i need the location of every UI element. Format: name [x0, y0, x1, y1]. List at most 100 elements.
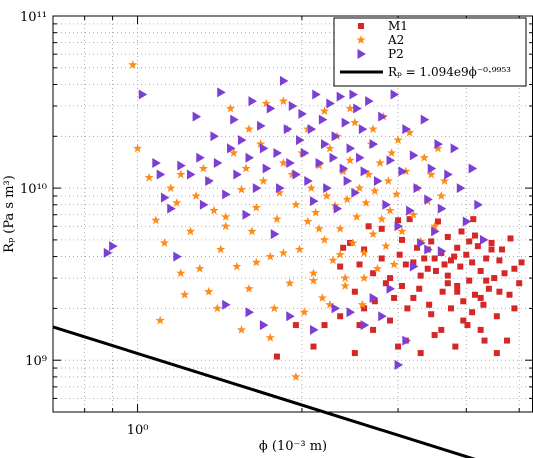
- point-a2: [377, 214, 387, 224]
- point-m1: [321, 322, 328, 329]
- legend-marker-a2: [356, 35, 366, 44]
- tick-labels: 10⁰ 10⁹ 10¹⁰ 10¹¹: [20, 10, 148, 438]
- point-m1: [391, 294, 398, 301]
- point-m1: [402, 261, 409, 268]
- point-a2: [317, 293, 327, 302]
- point-a2: [128, 60, 138, 69]
- point-a2: [285, 278, 295, 288]
- point-p2: [237, 135, 247, 146]
- point-m1: [396, 251, 403, 258]
- point-p2: [296, 135, 305, 146]
- point-a2: [311, 207, 321, 217]
- point-p2: [456, 183, 466, 194]
- point-m1: [337, 263, 344, 270]
- point-p2: [279, 75, 289, 86]
- point-m1: [351, 350, 358, 357]
- x-tick-label: 10⁰: [127, 423, 149, 438]
- point-a2: [261, 98, 271, 108]
- point-m1: [460, 317, 467, 324]
- point-m1: [404, 305, 411, 312]
- point-a2: [278, 158, 288, 167]
- point-a2: [144, 172, 154, 182]
- point-a2: [151, 215, 161, 225]
- legend-marker-m1: [358, 23, 364, 29]
- point-p2: [167, 203, 176, 214]
- point-a2: [352, 212, 362, 221]
- point-a2: [391, 189, 402, 199]
- point-p2: [321, 139, 330, 150]
- point-a2: [405, 127, 415, 137]
- point-a2: [256, 139, 266, 149]
- point-m1: [371, 298, 378, 305]
- point-p2: [450, 143, 460, 154]
- point-a2: [244, 283, 254, 293]
- point-a2: [381, 241, 391, 251]
- point-m1: [310, 343, 317, 350]
- fit-layer: [52, 325, 476, 458]
- point-p2: [358, 124, 368, 135]
- point-m1: [365, 223, 372, 230]
- point-p2: [331, 303, 341, 314]
- point-p2: [474, 199, 483, 210]
- point-a2: [361, 198, 371, 207]
- point-p2: [417, 237, 426, 248]
- point-m1: [370, 270, 377, 277]
- point-m1: [460, 298, 467, 305]
- point-a2: [419, 152, 429, 162]
- point-m1: [496, 288, 503, 295]
- point-p2: [437, 246, 447, 257]
- point-p2: [394, 221, 404, 232]
- point-a2: [345, 155, 355, 165]
- point-a2: [303, 216, 313, 226]
- point-a2: [375, 158, 385, 167]
- y-tick-label: 10¹¹: [20, 10, 47, 25]
- point-p2: [406, 205, 415, 216]
- point-a2: [176, 169, 186, 179]
- point-m1: [431, 332, 438, 339]
- point-a2: [314, 224, 324, 233]
- point-p2: [386, 283, 396, 294]
- point-p2: [323, 183, 332, 194]
- point-a2: [176, 268, 186, 278]
- point-m1: [382, 280, 389, 287]
- point-a2: [335, 224, 345, 233]
- point-p2: [398, 166, 407, 177]
- point-p2: [259, 143, 269, 154]
- point-m1: [511, 305, 518, 312]
- point-m1: [498, 246, 505, 253]
- point-p2: [468, 163, 478, 174]
- point-a2: [322, 191, 332, 200]
- point-p2: [298, 108, 307, 119]
- point-a2: [306, 183, 316, 192]
- point-p2: [307, 124, 317, 135]
- axes: [52, 15, 533, 413]
- point-a2: [133, 143, 143, 153]
- point-a2: [340, 281, 350, 290]
- point-m1: [387, 317, 394, 324]
- point-a2: [195, 263, 205, 273]
- point-a2: [278, 96, 288, 106]
- point-m1: [378, 225, 385, 232]
- point-a2: [166, 183, 176, 192]
- point-m1: [493, 313, 500, 320]
- point-p2: [349, 89, 358, 100]
- point-a2: [383, 176, 393, 185]
- point-m1: [511, 265, 518, 272]
- point-m1: [434, 218, 441, 225]
- point-a2: [370, 186, 380, 196]
- point-m1: [410, 259, 417, 266]
- point-p2: [283, 124, 293, 135]
- point-a2: [325, 143, 335, 153]
- point-a2: [387, 148, 397, 157]
- point-p2: [386, 155, 396, 166]
- point-p2: [346, 307, 356, 318]
- point-m1: [447, 305, 454, 312]
- point-a2: [372, 263, 382, 273]
- point-a2: [216, 244, 226, 254]
- point-a2: [265, 251, 275, 261]
- point-m1: [361, 305, 368, 312]
- legend-marker-p2: [357, 49, 366, 59]
- point-m1: [395, 217, 402, 224]
- point-a2: [229, 148, 239, 157]
- point-p2: [245, 152, 255, 163]
